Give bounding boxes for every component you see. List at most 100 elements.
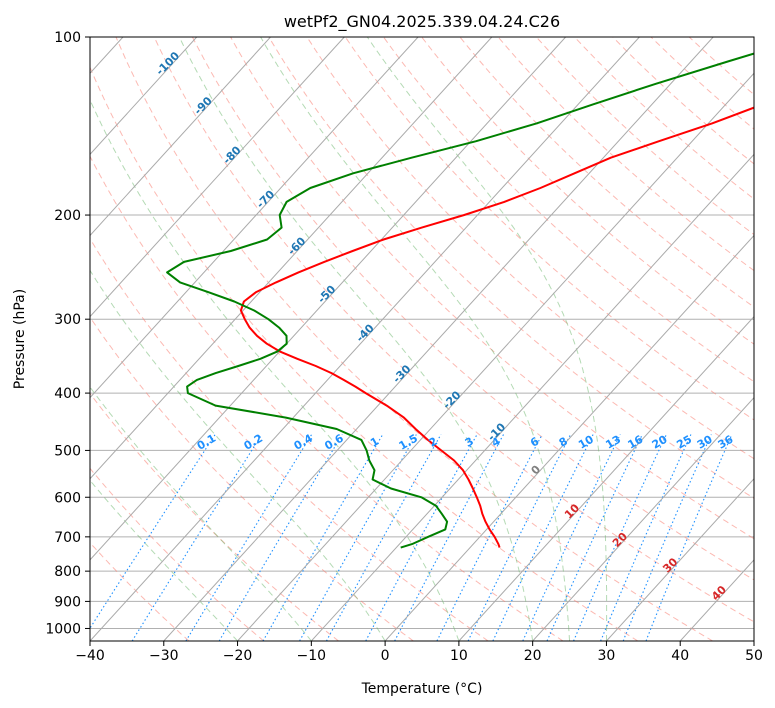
isotherm-label: 40 xyxy=(709,583,729,603)
isotherm-line xyxy=(606,478,754,641)
moist-adiabat xyxy=(90,479,238,641)
x-tick-label: 10 xyxy=(450,648,468,664)
mixing-ratio-label: 8 xyxy=(557,435,570,450)
x-tick-label: −30 xyxy=(149,648,179,664)
dry-adiabat xyxy=(90,392,339,641)
isotherm-label: 10 xyxy=(562,501,582,521)
dry-adiabat xyxy=(90,467,265,641)
chart-title: wetPf2_GN04.2025.339.04.24.C26 xyxy=(284,12,560,32)
isotherm-line xyxy=(310,153,754,641)
plot-frame xyxy=(89,36,755,642)
x-axis-label: Temperature (°C) xyxy=(361,681,483,697)
isotherm-label: -10 xyxy=(485,420,508,443)
mixing-ratio-lines xyxy=(90,434,733,641)
mixing-ratio-label: 0.4 xyxy=(292,432,316,453)
y-tick-label: 600 xyxy=(54,490,81,506)
isotherm-line xyxy=(90,37,493,480)
isotherm-label: -20 xyxy=(440,388,463,411)
mixing-ratio-line xyxy=(622,434,712,641)
dry-adiabat xyxy=(90,237,489,641)
x-tick-label: −20 xyxy=(223,648,253,664)
mixing-ratio-line xyxy=(185,434,313,641)
dry-adiabat xyxy=(650,37,754,130)
moist-adiabats xyxy=(90,37,608,641)
dry-adiabat xyxy=(574,37,754,200)
isotherm-line xyxy=(458,315,754,641)
dry-adiabat xyxy=(383,37,754,383)
moist-adiabat xyxy=(90,98,460,641)
moist-adiabat xyxy=(366,37,608,641)
y-tick-label: 500 xyxy=(54,443,81,459)
isotherm-line xyxy=(237,72,754,641)
y-tick-label: 800 xyxy=(54,564,81,580)
mixing-ratio-line xyxy=(436,434,543,641)
mixing-ratio-label: 0.2 xyxy=(242,432,265,453)
mixing-ratio-label: 1 xyxy=(368,435,381,450)
y-tick-label: 700 xyxy=(54,530,81,546)
dry-adiabat xyxy=(115,37,713,641)
dry-adiabat xyxy=(90,541,190,641)
y-axis-label: Pressure (hPa) xyxy=(12,289,28,389)
x-tick-label: 30 xyxy=(598,648,616,664)
dry-adiabat xyxy=(90,316,414,641)
mixing-ratio-line xyxy=(365,434,478,641)
mixing-ratio-line xyxy=(90,434,216,630)
line-labels: 0.1 0.2 0.4 0.6 1 1.5 2 3 4 6 8 10 13 16 20 25 30 36-100-… xyxy=(153,49,735,603)
x-tick-label: −10 xyxy=(297,648,327,664)
y-tick-label: 400 xyxy=(54,386,81,402)
y-tick-label: 900 xyxy=(54,594,81,610)
y-tick-label: 300 xyxy=(54,312,81,328)
isotherm-line xyxy=(90,37,567,561)
mixing-ratio-line xyxy=(600,434,692,641)
x-tick-label: 50 xyxy=(745,648,763,664)
mixing-ratio-label: 3 xyxy=(463,435,476,450)
isotherm-line xyxy=(90,37,198,156)
isotherm-label: -70 xyxy=(254,188,277,211)
mixing-ratio-line xyxy=(645,434,733,641)
mixing-ratio-line xyxy=(262,434,384,641)
isotherm-line xyxy=(679,559,754,641)
isotherm-line xyxy=(90,37,345,318)
x-tick-label: 0 xyxy=(381,648,390,664)
mixing-ratio-line xyxy=(218,434,343,641)
isotherm-label: -60 xyxy=(285,234,308,257)
isotherm-line xyxy=(384,234,754,641)
isotherm-label: -40 xyxy=(354,321,377,344)
dry-adiabat xyxy=(90,155,564,641)
y-axis: 100 200 300 400 500 600 700 800 900 1000 xyxy=(45,30,90,637)
mixing-ratio-label: 16 xyxy=(626,433,646,452)
isotherm-line xyxy=(532,396,754,641)
plot-area: 0.1 0.2 0.4 0.6 1 1.5 2 3 4 6 8 10 13 16 20 25 30 36-100-… xyxy=(90,37,754,641)
moist-adiabat xyxy=(90,269,386,641)
mixing-ratio-line xyxy=(325,434,442,641)
x-tick-label: 20 xyxy=(524,648,542,664)
y-tick-label: 1000 xyxy=(45,621,81,637)
isotherm-label: -80 xyxy=(220,143,243,166)
isotherm-line xyxy=(753,640,754,641)
mixing-ratio-label: 25 xyxy=(674,433,694,452)
dry-adiabat xyxy=(421,37,754,345)
isotherm-label: 20 xyxy=(610,530,630,550)
isotherm-line xyxy=(163,37,714,641)
x-axis: −40 −30 −20 −10 0 10 20 30 40 50 xyxy=(75,641,763,664)
dry-adiabat xyxy=(459,37,754,308)
isotherm-line xyxy=(90,37,419,399)
moist-adiabat xyxy=(260,37,571,641)
dry-adiabat xyxy=(268,37,754,499)
x-tick-label: 40 xyxy=(671,648,689,664)
y-tick-label: 200 xyxy=(54,208,81,224)
temperature-profile xyxy=(239,106,754,548)
dry-adiabat xyxy=(191,37,754,581)
mixing-ratio-label: 30 xyxy=(695,433,715,452)
mixing-ratio-label: 13 xyxy=(603,433,623,452)
isotherm-line xyxy=(90,37,640,641)
dry-adiabats xyxy=(90,37,754,641)
y-tick-label: 100 xyxy=(54,30,81,46)
isotherm-label: -100 xyxy=(153,49,182,78)
x-tick-label: −40 xyxy=(75,648,105,664)
dry-adiabat xyxy=(306,37,754,460)
isotherm-label: -30 xyxy=(390,362,413,385)
skewed-isotherms xyxy=(90,37,754,641)
isotherm-label: -50 xyxy=(315,283,338,306)
